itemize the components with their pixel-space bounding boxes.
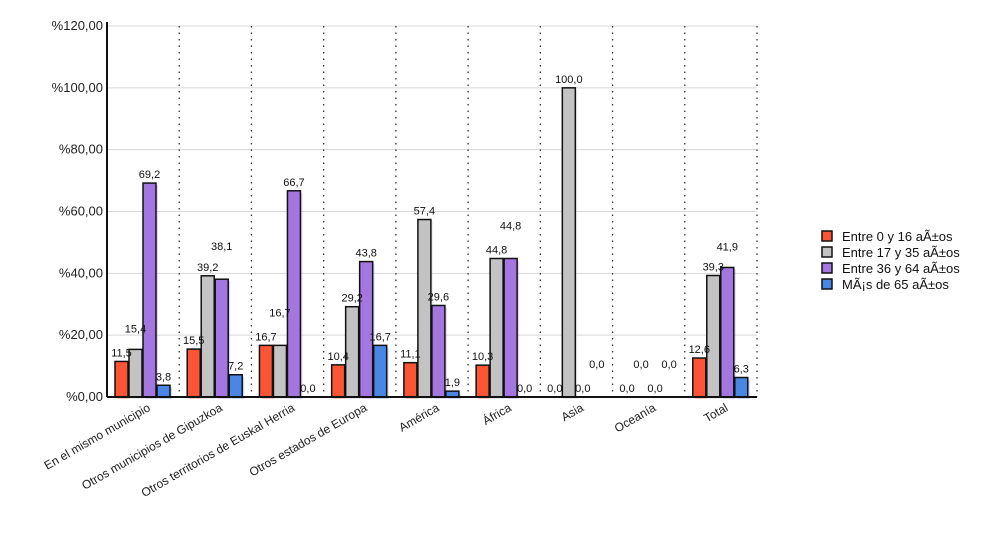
- data-label: 39,3: [703, 261, 724, 273]
- data-label: 0,0: [300, 383, 315, 395]
- bar: [156, 384, 171, 398]
- bar: [330, 364, 346, 398]
- legend-label: MÃ¡s de 65 aÃ±os: [842, 277, 949, 292]
- x-tick-label: Total: [701, 400, 730, 425]
- bar: [734, 376, 749, 398]
- x-tick-label: América: [396, 400, 441, 434]
- data-label: 1,9: [445, 377, 460, 389]
- y-tick-label: %80,00: [59, 142, 103, 157]
- x-tick-label: Asia: [559, 400, 586, 424]
- legend-swatch: [821, 230, 833, 242]
- bar: [258, 344, 274, 398]
- bar: [228, 373, 243, 398]
- y-tick-label: %20,00: [59, 327, 103, 342]
- x-tick-label: Otros municipios de Gipuzkoa: [79, 400, 225, 492]
- data-label: 6,3: [734, 364, 749, 376]
- data-label: 44,8: [500, 220, 521, 232]
- data-label: 0,0: [661, 359, 676, 371]
- data-label: 0,0: [547, 383, 562, 395]
- bar: [561, 87, 577, 398]
- data-label: 29,2: [341, 293, 362, 305]
- bar: [272, 344, 288, 398]
- data-label: 3,8: [156, 371, 171, 383]
- x-tick-label: Oceanía: [612, 400, 659, 435]
- data-label: 0,0: [633, 359, 648, 371]
- data-label: 10,4: [327, 351, 348, 363]
- data-label: 15,4: [125, 323, 146, 335]
- bar: [372, 344, 388, 398]
- data-label: 10,3: [472, 351, 493, 363]
- y-tick-label: %100,00: [52, 80, 103, 95]
- bar: [214, 278, 229, 398]
- data-label: 41,9: [717, 241, 738, 253]
- bars: [114, 87, 750, 399]
- bar: [114, 360, 129, 398]
- bar: [431, 304, 446, 398]
- y-tick-label: %60,00: [59, 204, 103, 219]
- bar: [503, 257, 518, 398]
- data-label: 0,0: [589, 359, 604, 371]
- data-label: 66,7: [283, 177, 304, 189]
- bar: [489, 257, 504, 398]
- data-label: 39,2: [197, 262, 218, 274]
- bar: [417, 218, 432, 398]
- data-label: 16,7: [269, 307, 290, 319]
- bar: [403, 361, 418, 398]
- y-tick-label: %40,00: [59, 265, 103, 280]
- data-label: 100,0: [555, 74, 583, 86]
- data-label: 38,1: [211, 241, 232, 253]
- legend-label: Entre 36 y 64 aÃ±os: [842, 261, 960, 276]
- data-label: 0,0: [619, 383, 634, 395]
- bar: [706, 274, 721, 398]
- data-label: 57,4: [414, 206, 435, 218]
- data-label: 7,2: [228, 361, 243, 373]
- legend-label: Entre 0 y 16 aÃ±os: [842, 229, 953, 244]
- y-tick-label: %120,00: [52, 18, 103, 33]
- legend-swatch: [821, 262, 833, 274]
- bar: [358, 260, 374, 398]
- data-label: 43,8: [355, 248, 376, 260]
- data-label: 0,0: [647, 383, 662, 395]
- legend-swatch: [821, 246, 833, 258]
- bar: [286, 190, 302, 398]
- data-label: 12,6: [689, 344, 710, 356]
- data-label: 44,8: [486, 244, 507, 256]
- data-label: 15,5: [183, 335, 204, 347]
- legend-swatch: [821, 278, 833, 290]
- grid: [107, 25, 758, 397]
- data-label: 11,5: [111, 347, 132, 359]
- data-label: 16,7: [255, 331, 276, 343]
- data-label: 69,2: [139, 169, 160, 181]
- bar: [692, 357, 707, 398]
- bar: [720, 266, 735, 398]
- data-label: 29,6: [428, 291, 449, 303]
- data-label: 16,7: [369, 331, 390, 343]
- legend-label: Entre 17 y 35 aÃ±os: [842, 245, 960, 260]
- data-label: 11,1: [400, 349, 421, 361]
- data-labels: 11,5 15,4 69,2 3,8 15,5 39,2 38,1 7,2 16,7 16,7 66…: [111, 74, 749, 395]
- data-label: 0,0: [575, 383, 590, 395]
- y-tick-label: %0,00: [66, 389, 103, 404]
- data-label: 0,0: [517, 383, 532, 395]
- bar: [142, 182, 157, 398]
- bar: [475, 364, 490, 398]
- x-tick-label: África: [480, 399, 514, 427]
- bar: [186, 348, 201, 398]
- x-tick-label: Otros estados de Europa: [247, 400, 370, 479]
